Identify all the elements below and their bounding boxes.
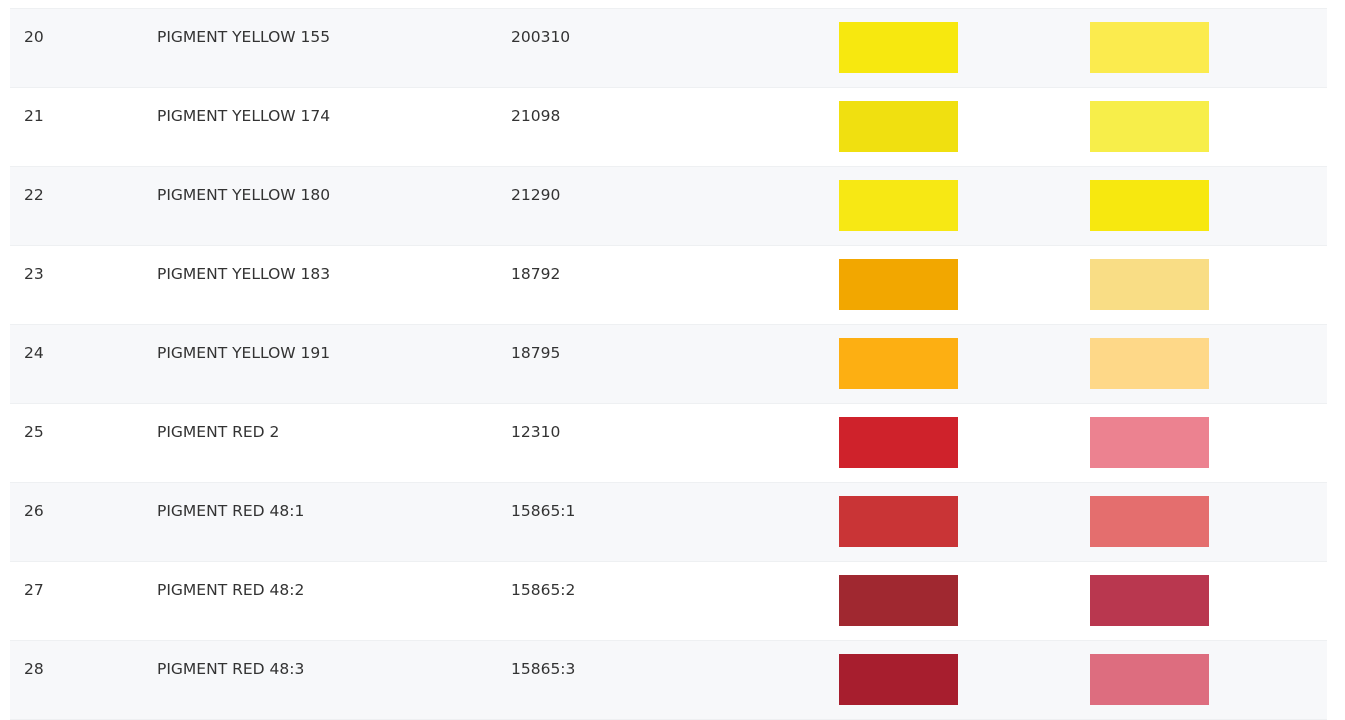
color-index: 21098 [511,107,561,125]
color-index: 12310 [511,423,561,441]
full-shade-swatch [839,180,958,231]
table-row: 22 PIGMENT YELLOW 180 21290 [10,167,1327,246]
row-number: 21 [24,107,44,125]
pigment-name: PIGMENT YELLOW 183 [157,265,331,283]
tint-swatch [1090,417,1209,468]
table-row: 20 PIGMENT YELLOW 155 200310 [10,9,1327,88]
table-row: 28 PIGMENT RED 48:3 15865:3 [10,641,1327,720]
color-index: 15865:1 [511,502,576,520]
row-number: 22 [24,186,44,204]
pigment-name: PIGMENT YELLOW 180 [157,186,331,204]
table-row: 26 PIGMENT RED 48:1 15865:1 [10,483,1327,562]
pigment-name: PIGMENT YELLOW 155 [157,28,331,46]
row-number: 25 [24,423,44,441]
table-row: 21 PIGMENT YELLOW 174 21098 [10,88,1327,167]
pigment-name: PIGMENT YELLOW 191 [157,344,331,362]
color-index: 18792 [511,265,561,283]
tint-swatch [1090,180,1209,231]
color-index: 18795 [511,344,561,362]
row-number: 26 [24,502,44,520]
full-shade-swatch [839,575,958,626]
color-index: 15865:3 [511,660,576,678]
full-shade-swatch [839,22,958,73]
row-number: 28 [24,660,44,678]
pigment-table: 20 PIGMENT YELLOW 155 200310 21 PIGMENT YELL… [10,8,1327,720]
table-row: 23 PIGMENT YELLOW 183 18792 [10,246,1327,325]
row-number: 24 [24,344,44,362]
tint-swatch [1090,654,1209,705]
row-number: 27 [24,581,44,599]
tint-swatch [1090,101,1209,152]
full-shade-swatch [839,259,958,310]
pigment-name: PIGMENT RED 48:3 [157,660,305,678]
tint-swatch [1090,496,1209,547]
table-row: 25 PIGMENT RED 2 12310 [10,404,1327,483]
full-shade-swatch [839,654,958,705]
table-row: 24 PIGMENT YELLOW 191 18795 [10,325,1327,404]
color-index: 200310 [511,28,571,46]
full-shade-swatch [839,101,958,152]
row-number: 20 [24,28,44,46]
pigment-name: PIGMENT RED 48:2 [157,581,305,599]
pigment-name: PIGMENT YELLOW 174 [157,107,331,125]
pigment-name: PIGMENT RED 2 [157,423,280,441]
row-number: 23 [24,265,44,283]
full-shade-swatch [839,496,958,547]
table-row: 27 PIGMENT RED 48:2 15865:2 [10,562,1327,641]
tint-swatch [1090,259,1209,310]
full-shade-swatch [839,338,958,389]
pigment-name: PIGMENT RED 48:1 [157,502,305,520]
tint-swatch [1090,575,1209,626]
full-shade-swatch [839,417,958,468]
color-index: 21290 [511,186,561,204]
tint-swatch [1090,22,1209,73]
color-index: 15865:2 [511,581,576,599]
tint-swatch [1090,338,1209,389]
